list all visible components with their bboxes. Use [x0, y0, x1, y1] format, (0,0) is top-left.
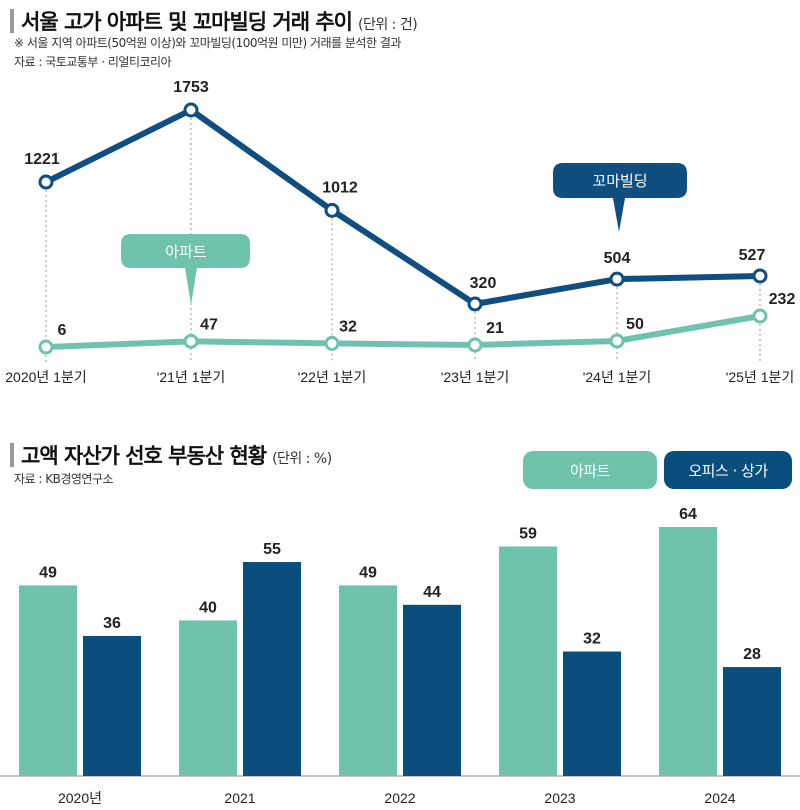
data-point-building [609, 271, 625, 287]
data-point-building [38, 174, 54, 190]
callout-apartment-label: 아파트 [165, 243, 207, 261]
bar-office-store [723, 667, 781, 776]
bar-label-apartment: 59 [519, 525, 537, 542]
bar-chart-source: 자료 : KB경영연구소 [14, 472, 114, 486]
bar-chart-title: 고액 자산가 선호 부동산 현황 [21, 444, 267, 468]
data-label-apartment: 21 [486, 320, 504, 337]
bar-label-apartment: 64 [679, 506, 697, 523]
data-label-building: 1221 [24, 151, 60, 168]
bar-apartment [179, 620, 237, 776]
line-chart: 1221 1753 1012 320 504 527 6 47 32 21 50 232 2020년 1… [5, 79, 796, 385]
x-tick-label: '23년 1분기 [441, 369, 510, 385]
bar-office-store [83, 635, 141, 776]
data-label-building: 504 [604, 250, 631, 267]
data-point-building [324, 202, 340, 218]
x-tick-label: '22년 1분기 [298, 369, 367, 385]
x-tick-label: 2020년 [58, 790, 102, 806]
callout-building: 꼬마빌딩 [553, 163, 687, 232]
data-point-building [183, 102, 199, 118]
line-chart-unit: (단위 : 건) [358, 17, 418, 33]
data-point-apartment [324, 335, 340, 351]
data-label-apartment: 6 [58, 322, 67, 339]
data-point-apartment [38, 339, 54, 355]
data-label-building: 1012 [322, 179, 358, 196]
series-line-apartment [45, 313, 761, 350]
x-tick-label: 2024 [704, 790, 735, 806]
series-line-building [44, 107, 761, 307]
bar-apartment [499, 546, 557, 776]
callout-building-shape [553, 163, 687, 232]
data-label-building: 527 [739, 247, 766, 264]
x-tick-label: 2023 [544, 790, 575, 806]
data-point-building [467, 296, 483, 312]
x-tick-label: '25년 1분기 [726, 369, 795, 385]
bar-chart-header: 고액 자산가 선호 부동산 현황 (단위 : %) [10, 440, 332, 470]
bar-label-apartment: 49 [359, 564, 377, 581]
data-label-apartment: 47 [200, 316, 218, 333]
data-point-building [752, 268, 768, 284]
data-label-building: 320 [470, 275, 497, 292]
bar-label-office-store: 44 [423, 584, 441, 601]
data-label-apartment: 50 [626, 316, 644, 333]
x-tick-label: '21년 1분기 [157, 369, 226, 385]
x-tick-label: '24년 1분기 [583, 369, 652, 385]
bar-label-office-store: 32 [583, 631, 601, 648]
line-chart-note: ※ 서울 지역 아파트(50억원 이상)와 꼬마빌딩(100억원 미만) 거래를… [14, 36, 401, 50]
bar-apartment [19, 585, 77, 776]
title-marker [10, 9, 14, 33]
bar-label-office-store: 36 [103, 615, 121, 632]
line-chart-source: 자료 : 국토교통부 · 리얼티코리아 [14, 55, 172, 69]
data-point-apartment [183, 333, 199, 349]
line-chart-header: 서울 고가 아파트 및 꼬마빌딩 거래 추이 (단위 : 건) [10, 6, 418, 36]
data-point-apartment [467, 337, 483, 353]
data-label-apartment: 232 [769, 291, 796, 308]
bar-apartment [339, 585, 397, 776]
bar-label-office-store: 28 [743, 646, 761, 663]
x-tick-label: 2022 [384, 790, 415, 806]
legend-apartment: 아파트 [523, 451, 657, 489]
bar-label-office-store: 55 [263, 541, 281, 558]
bar-label-apartment: 49 [39, 564, 57, 581]
bar-office-store [403, 604, 461, 776]
x-tick-label: 2020년 1분기 [5, 369, 86, 385]
line-chart-title: 서울 고가 아파트 및 꼬마빌딩 거래 추이 [21, 10, 353, 34]
bar-label-apartment: 40 [199, 599, 217, 616]
data-label-building: 1753 [173, 79, 209, 96]
x-tick-label: 2021 [224, 790, 255, 806]
bar-chart-unit: (단위 : %) [272, 451, 332, 467]
data-point-apartment [609, 333, 625, 349]
callout-building-label: 꼬마빌딩 [592, 172, 647, 190]
bar-office-store [563, 651, 621, 776]
bar-apartment [659, 527, 717, 776]
callout-apartment: 아파트 [121, 234, 250, 305]
title-marker [10, 443, 14, 467]
data-point-apartment [752, 308, 768, 324]
callout-apartment-shape [121, 234, 250, 305]
data-label-apartment: 32 [339, 318, 357, 335]
bar-office-store [243, 562, 301, 776]
legend-office-store: 오피스 · 상가 [664, 451, 792, 489]
